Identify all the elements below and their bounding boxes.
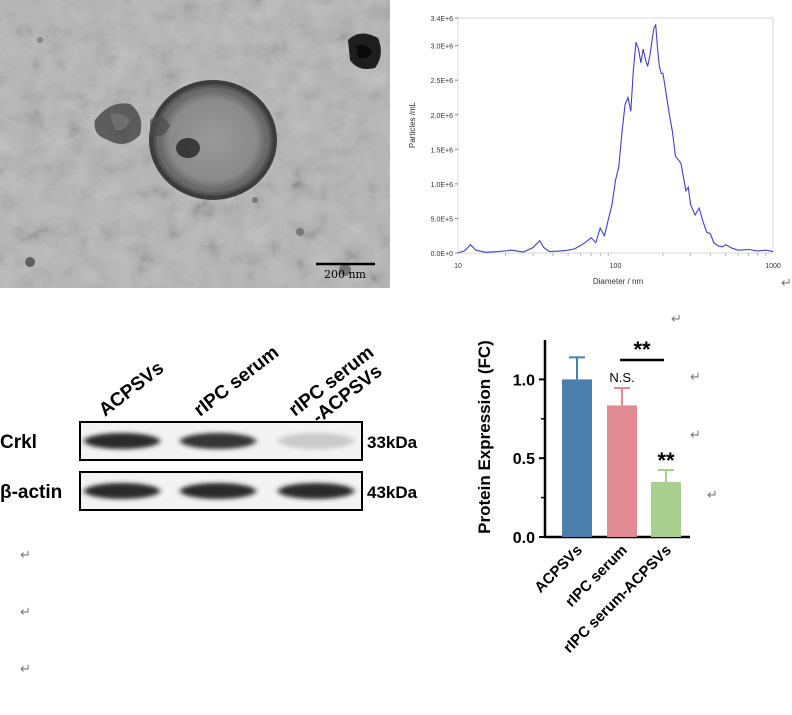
western-blot-lane-label: rIPC serum [190,342,283,421]
bar-chart-annotations: N.S. ** ** [609,337,675,473]
lane-label-line: rIPC serum [190,342,283,421]
nta-y-tick-label: 3.0E+6 [431,44,453,51]
return-mark: ↵ [690,428,701,443]
nta-x-ticks: 10 100 1000 [454,253,781,270]
blot-size-label: 43kDa [367,483,418,502]
significance-label: ** [657,448,675,473]
bracket-significance-label: ** [633,337,651,362]
return-mark: ↵ [671,312,682,327]
return-mark: ↵ [707,488,718,503]
return-mark: ↵ [20,662,31,677]
blot-band [84,483,160,499]
nta-size-distribution-chart: 0.0E+0 5.0E+5 1.0E+6 1.5E+6 2.0E+6 2.5E+6 3.0E… [405,0,792,292]
bar [607,405,637,537]
bar [562,379,592,537]
western-blot-panel: ACPSVs rIPC serum rIPC serum-ACPSVs Crkl 33… [0,305,460,535]
western-blot-svg: ACPSVs rIPC serum rIPC serum-ACPSVs Crkl 33… [0,342,418,511]
protein-expression-bar-chart: 0.0 0.5 1.0 N.S. ** ** ACPSVs rIPC serum rIPC … [460,300,792,710]
bar [651,481,681,537]
return-mark: ↵ [781,276,792,291]
tem-micrograph-image: 200 nm [0,0,390,288]
nta-y-tick-label: 2.0E+6 [431,113,453,120]
nta-y-tick-label: 5.0E+5 [431,216,453,223]
bar-y-tick-label: 0.5 [513,451,535,468]
blot-band [278,483,354,499]
return-mark: ↵ [20,605,31,620]
bar-chart-y-ticks: 0.0 0.5 1.0 [513,372,545,547]
tem-scale-label: 200 nm [324,268,367,281]
nta-y-tick-label: 1.0E+6 [431,182,453,189]
return-mark: ↵ [690,370,701,385]
bar-chart-bars [562,356,681,537]
return-mark: ↵ [20,548,31,563]
nta-plot-frame [457,17,774,254]
nta-y-tick-label: 0.0E+0 [431,251,453,258]
blot-band [84,433,160,449]
nta-x-tick-label: 100 [610,263,622,270]
nta-x-tick-label: 1000 [765,263,781,270]
tem-micrograph-panel: 200 nm [0,0,390,288]
blot-protein-label: β-actin [0,482,62,503]
bar-y-tick-label: 1.0 [513,372,535,389]
western-blot-row: β-actin 43kDa [0,471,418,511]
western-blot-row: Crkl 33kDa [0,421,418,461]
western-blot-rows: Crkl 33kDa β-actin 43kDa [0,421,418,511]
western-blot-lane-label: ACPSVs [95,358,168,421]
nta-y-tick-label: 2.5E+6 [431,78,453,85]
nta-y-axis-label: Particles /mL [408,101,417,148]
bar-chart-y-axis-label: Protein Expression (FC) [475,340,494,534]
blot-band [180,433,256,449]
significance-label: N.S. [609,370,634,385]
bar-y-tick-label: 0.0 [513,530,535,547]
nta-series-line [457,23,774,254]
nta-y-tick-label: 1.5E+6 [431,147,453,154]
nta-y-tick-label: 3.4E+6 [431,16,453,23]
lane-label-line: ACPSVs [95,358,168,421]
nta-x-axis-label: Diameter / nm [593,277,644,286]
blot-band [278,433,354,449]
nta-axes [457,17,774,254]
nta-y-ticks: 0.0E+0 5.0E+5 1.0E+6 1.5E+6 2.0E+6 2.5E+6 3.0E… [431,16,458,258]
blot-band [180,483,256,499]
nta-x-tick-label: 10 [454,263,462,270]
nta-chart-svg: 0.0E+0 5.0E+5 1.0E+6 1.5E+6 2.0E+6 2.5E+6 3.0E… [408,16,781,286]
blot-protein-label: Crkl [0,432,37,453]
blot-size-label: 33kDa [367,433,418,452]
